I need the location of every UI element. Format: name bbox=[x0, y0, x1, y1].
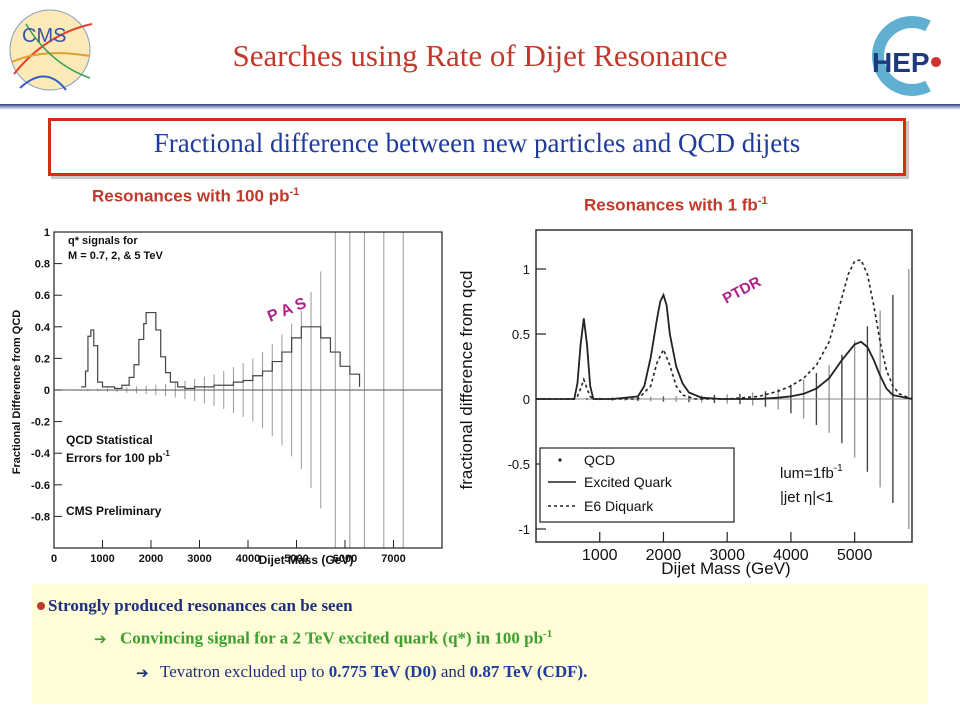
left-y-tick-label: 0 bbox=[44, 385, 50, 397]
left-y-tick-label: 0.8 bbox=[35, 259, 50, 271]
title-divider bbox=[0, 104, 960, 110]
right-annotation-lum: lum=1fb-1 bbox=[780, 463, 843, 482]
cms-logo-text: CMS bbox=[22, 25, 66, 47]
left-signal-histogram bbox=[81, 311, 361, 390]
right-plot-frame bbox=[535, 229, 913, 543]
right-y-tick-label: 0.5 bbox=[512, 327, 530, 342]
left-y-tick-label: -0.2 bbox=[31, 417, 50, 429]
chart-left: -0.8 -0.6 -0.4 -0.2 0 0.2 0.4 0.6 0.8 1 0 1000 2000 3… bbox=[6, 212, 450, 584]
bullet-dot-icon bbox=[37, 602, 45, 610]
right-panel-title: Resonances with 1 fb-1 bbox=[584, 195, 768, 216]
left-annotation-prelim: CMS Preliminary bbox=[66, 504, 162, 518]
bullet-3-cdf: 0.87 TeV (CDF). bbox=[469, 662, 588, 681]
right-y-tick-label: -1 bbox=[518, 522, 530, 537]
left-y-tick-label: -0.6 bbox=[31, 480, 50, 492]
left-y-tick-label: 0.6 bbox=[35, 290, 50, 302]
right-y-tick-label: -0.5 bbox=[508, 457, 530, 472]
right-annotation-lum-sup: -1 bbox=[834, 463, 843, 474]
right-e6-diquark-line bbox=[536, 258, 913, 400]
left-panel-title-text: Resonances with 100 pb bbox=[92, 186, 290, 206]
right-x-tick-label: 2000 bbox=[646, 547, 682, 564]
left-x-axis-label: Dijet Mass (GeV) bbox=[259, 553, 354, 567]
right-x-tick-label: 1000 bbox=[582, 547, 618, 564]
bullet-arrow-small-icon: ➔ bbox=[136, 665, 149, 682]
left-annotation-signals-2: M = 0.7, 2, & 5 TeV bbox=[68, 250, 164, 262]
left-annotation-qcd-2-sup: -1 bbox=[163, 449, 171, 458]
bullet-3: Tevatron excluded up to 0.775 TeV (D0) a… bbox=[160, 662, 587, 682]
left-x-tick-label: 7000 bbox=[381, 553, 405, 565]
legend-qcd-label: QCD bbox=[584, 452, 615, 468]
left-x-tick-label: 1000 bbox=[90, 553, 114, 565]
hep-logo: HEP bbox=[872, 16, 941, 96]
bullet-1: Strongly produced resonances can be seen bbox=[48, 596, 353, 615]
left-panel-title: Resonances with 100 pb-1 bbox=[92, 186, 299, 207]
bullet-2: Convincing signal for a 2 TeV excited qu… bbox=[120, 628, 552, 649]
left-y-tick-label: 0.4 bbox=[35, 322, 51, 334]
subtitle: Fractional difference between new partic… bbox=[153, 128, 801, 158]
right-x-axis-label: Dijet Mass (GeV) bbox=[661, 559, 790, 578]
left-y-tick-label: 0.2 bbox=[35, 353, 50, 365]
left-y-axis-label: Fractional Difference from QCD bbox=[11, 310, 23, 474]
left-panel-title-sup: -1 bbox=[289, 186, 300, 198]
slide-title: Searches using Rate of Dijet Resonance bbox=[232, 38, 728, 73]
right-y-axis-label: fractional difference from qcd bbox=[457, 271, 476, 490]
right-y-tick-label: 0 bbox=[523, 392, 530, 407]
cms-logo: CMS bbox=[9, 9, 93, 91]
right-x-tick-label: 5000 bbox=[837, 547, 873, 564]
left-annotation-qcd-2-text: Errors for 100 pb bbox=[66, 451, 163, 465]
left-annotation-signals-1: q* signals for bbox=[68, 235, 138, 247]
legend-e6-diquark-label: E6 Diquark bbox=[584, 498, 654, 514]
left-x-tick-label: 3000 bbox=[187, 553, 211, 565]
right-panel-title-sup: -1 bbox=[757, 195, 768, 207]
right-x-tick-label: 3000 bbox=[709, 547, 745, 564]
right-y-tick-label: 1 bbox=[523, 262, 530, 277]
subtitle-box bbox=[48, 118, 906, 176]
right-panel-title-text: Resonances with 1 fb bbox=[584, 195, 758, 215]
legend-qcd-marker bbox=[558, 458, 562, 462]
bullet-arrow-icon: ➔ bbox=[94, 631, 107, 648]
bullet-3-pre: Tevatron excluded up to bbox=[160, 662, 325, 681]
left-annotation-qcd-2: Errors for 100 pb-1 bbox=[66, 449, 170, 465]
left-x-tick-label: 2000 bbox=[139, 553, 163, 565]
right-annotation-lum-text: lum=1fb bbox=[780, 465, 834, 482]
left-y-tick-label: -0.8 bbox=[31, 511, 50, 523]
left-x-tick-label: 5000 bbox=[284, 553, 308, 565]
left-x-tick-label: 0 bbox=[51, 553, 57, 565]
left-y-tick-label: -0.4 bbox=[31, 448, 51, 460]
legend-excited-quark-label: Excited Quark bbox=[584, 474, 673, 490]
bullet-2-sup: -1 bbox=[543, 628, 553, 640]
bullet-2-text: Convincing signal for a 2 TeV excited qu… bbox=[120, 628, 544, 648]
right-annotation-eta: |jet η|<1 bbox=[780, 489, 833, 506]
left-y-tick-label: 1 bbox=[44, 227, 50, 239]
bullet-3-mid: and bbox=[440, 662, 466, 681]
left-x-tick-label: 4000 bbox=[236, 553, 260, 565]
left-x-tick-label: 6000 bbox=[333, 553, 357, 565]
right-x-tick-label: 4000 bbox=[773, 547, 809, 564]
bullet-box bbox=[32, 584, 928, 704]
right-legend bbox=[539, 447, 735, 523]
right-excited-quark-line bbox=[536, 292, 913, 400]
hep-logo-text: HEP bbox=[872, 47, 930, 78]
bullet-3-d0: 0.775 TeV (D0) bbox=[328, 662, 437, 681]
left-annotation-qcd-1: QCD Statistical bbox=[66, 433, 153, 447]
